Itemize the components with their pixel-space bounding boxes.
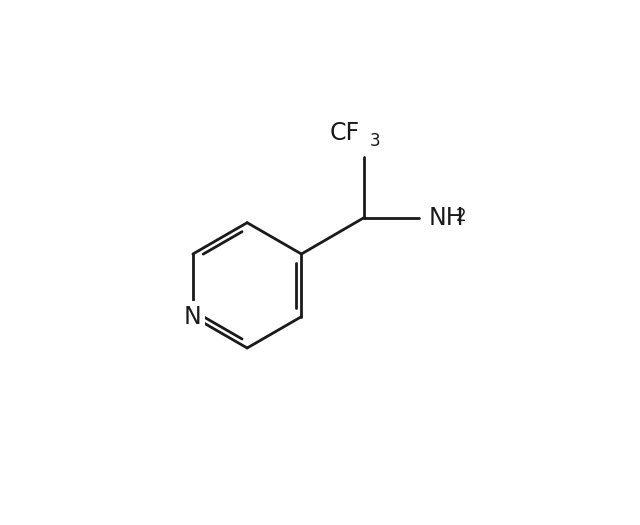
Text: NH: NH [429,206,465,229]
Text: N: N [184,304,202,329]
Text: 2: 2 [456,207,467,225]
Text: 3: 3 [370,132,381,150]
Text: CF: CF [330,121,360,145]
